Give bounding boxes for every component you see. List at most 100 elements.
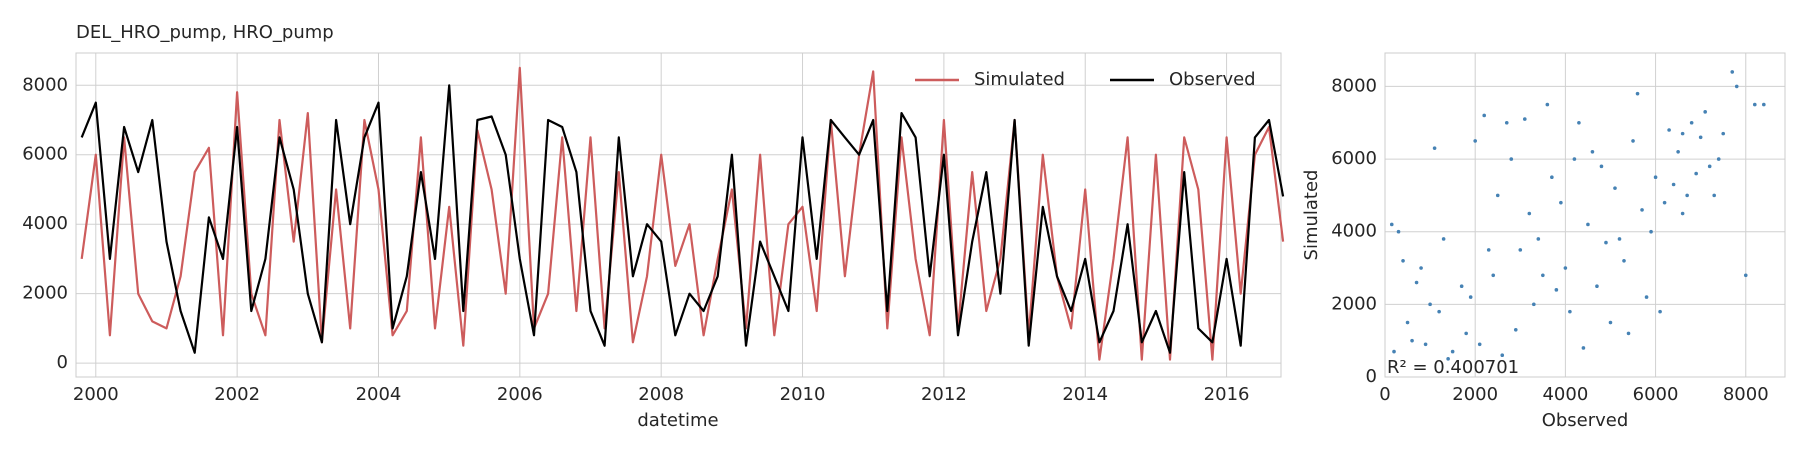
scatter-point <box>1689 120 1694 125</box>
scatter-point <box>1477 342 1482 347</box>
axes-frame <box>1384 52 1786 378</box>
scatter-point <box>1450 349 1455 354</box>
scatter-point <box>1459 284 1464 288</box>
scatter-point <box>1698 135 1703 140</box>
scatter-point <box>1586 222 1590 227</box>
y-tick-label: 4000 <box>1331 221 1377 242</box>
scatter-point <box>1396 229 1401 234</box>
x-tick-label: 2014 <box>1062 384 1108 405</box>
x-tick-label: 6000 <box>1633 384 1679 405</box>
scatter-point <box>1640 208 1644 212</box>
scatter-point <box>1491 273 1496 278</box>
scatter-point <box>1635 91 1640 96</box>
scatter-point <box>1671 182 1676 187</box>
scatter-point <box>1577 120 1581 125</box>
chart-title: DEL_HRO_pump, HRO_pump <box>76 22 334 43</box>
scatter-point <box>1559 200 1563 205</box>
scatter-point <box>1694 171 1698 176</box>
y-tick-label: 8000 <box>1331 75 1377 96</box>
x-tick-label: 2004 <box>356 384 402 405</box>
axes-frame <box>75 52 1282 378</box>
y-tick-label: 8000 <box>22 74 68 95</box>
scatter-point <box>1441 237 1446 241</box>
scatter-point <box>1676 149 1680 154</box>
scatter-point <box>1752 102 1757 107</box>
scatter-point <box>1550 175 1554 180</box>
y-tick-label: 0 <box>1366 366 1377 387</box>
legend-label: Simulated <box>974 69 1065 90</box>
scatter-point <box>1613 186 1617 190</box>
scatter-point <box>1649 229 1653 234</box>
scatter-point <box>1662 200 1667 205</box>
x-axis-label: Observed <box>1542 410 1629 431</box>
scatter-point <box>1644 295 1649 299</box>
scatter-point <box>1468 295 1473 299</box>
scatter-point <box>1572 157 1577 161</box>
x-tick-label: 4000 <box>1542 384 1588 405</box>
scatter-point <box>1721 131 1726 136</box>
y-tick-label: 2000 <box>1331 293 1377 314</box>
data-line <box>80 66 1285 361</box>
scatter-point <box>1680 211 1685 216</box>
y-tick-label: 0 <box>57 352 68 373</box>
scatter-point <box>1437 309 1441 314</box>
scatter-point <box>1658 309 1662 314</box>
scatter-point <box>1545 102 1550 107</box>
scatter-point <box>1667 128 1671 132</box>
scatter-point <box>1518 248 1523 252</box>
scatter-point <box>1762 102 1766 107</box>
scatter-point <box>1392 349 1396 354</box>
legend-label: Observed <box>1169 69 1256 90</box>
scatter-point <box>1622 258 1626 263</box>
scatter-point <box>1703 110 1707 114</box>
scatter-point <box>1554 288 1559 292</box>
scatter-point <box>1410 338 1414 343</box>
scatter-point <box>1617 237 1622 241</box>
scatter-point <box>1631 139 1635 143</box>
y-tick-label: 4000 <box>22 213 68 234</box>
data-line <box>80 84 1285 354</box>
x-tick-label: 0 <box>1379 384 1390 405</box>
scatter-point <box>1685 193 1689 198</box>
scatter-point <box>1536 237 1541 241</box>
scatter-point <box>1473 139 1477 143</box>
y-axis-label: Simulated <box>1301 170 1322 261</box>
scatter-point <box>1464 331 1468 336</box>
scatter-point <box>1730 70 1735 74</box>
y-tick-label: 6000 <box>1331 148 1377 169</box>
scatter-point <box>1590 149 1595 154</box>
scatter-point <box>1414 280 1419 285</box>
x-axis-label: datetime <box>637 410 718 431</box>
scatter-point <box>1608 320 1613 325</box>
scatter-point <box>1532 302 1536 307</box>
x-tick-label: 2012 <box>921 384 967 405</box>
scatter-point <box>1595 284 1599 288</box>
scatter-point <box>1712 193 1716 198</box>
scatter-point <box>1599 164 1604 169</box>
scatter-point <box>1495 193 1500 198</box>
scatter-point <box>1680 131 1685 136</box>
scatter-point <box>1486 248 1491 252</box>
y-tick-label: 6000 <box>22 144 68 165</box>
x-tick-label: 2002 <box>214 384 260 405</box>
scatter-point <box>1482 113 1487 118</box>
scatter-point <box>1513 327 1518 332</box>
scatter-point <box>1707 164 1712 169</box>
scatter-point <box>1446 357 1450 361</box>
scatter-point <box>1401 258 1405 263</box>
annotation: R² = 0.400701 <box>1387 357 1519 378</box>
scatter-point <box>1541 273 1545 278</box>
scatter-point <box>1423 342 1428 347</box>
scatter-point <box>1432 146 1437 150</box>
scatter-point <box>1743 273 1748 278</box>
scatter-point <box>1653 175 1658 180</box>
scatter-point <box>1509 157 1514 161</box>
x-tick-label: 2008 <box>638 384 684 405</box>
scatter-point <box>1504 120 1509 125</box>
scatter-point <box>1522 117 1527 121</box>
x-tick-label: 2006 <box>497 384 543 405</box>
scatter-point <box>1500 353 1505 358</box>
x-tick-label: 2010 <box>780 384 826 405</box>
x-tick-label: 2016 <box>1204 384 1250 405</box>
